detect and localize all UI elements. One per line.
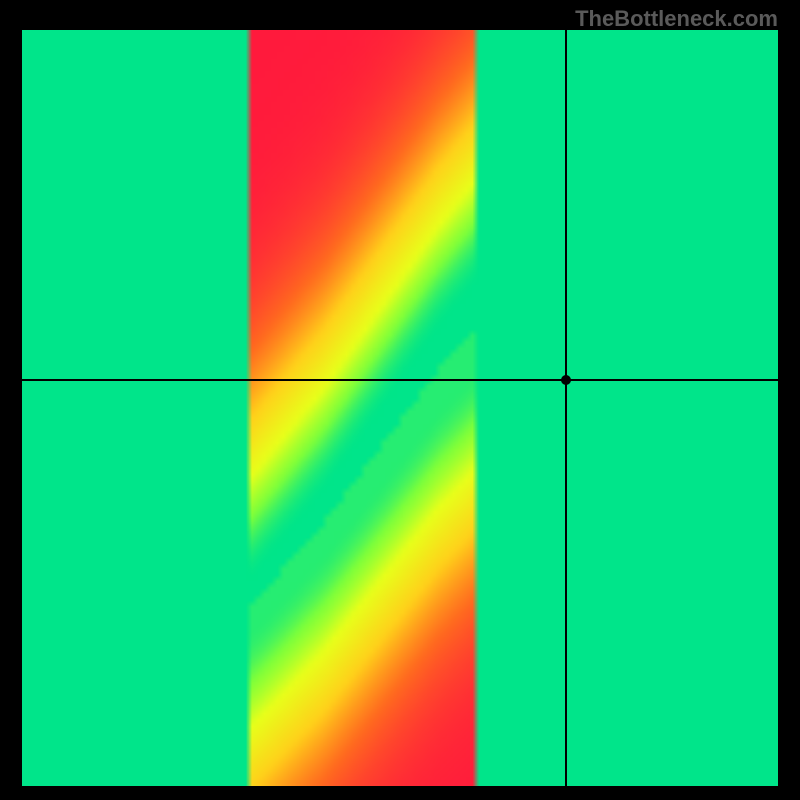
plot-area bbox=[22, 30, 778, 786]
crosshair-vertical bbox=[565, 30, 567, 786]
selection-dot bbox=[561, 375, 571, 385]
bottleneck-heatmap bbox=[22, 30, 778, 786]
crosshair-horizontal bbox=[22, 379, 778, 381]
watermark-text: TheBottleneck.com bbox=[575, 6, 778, 32]
